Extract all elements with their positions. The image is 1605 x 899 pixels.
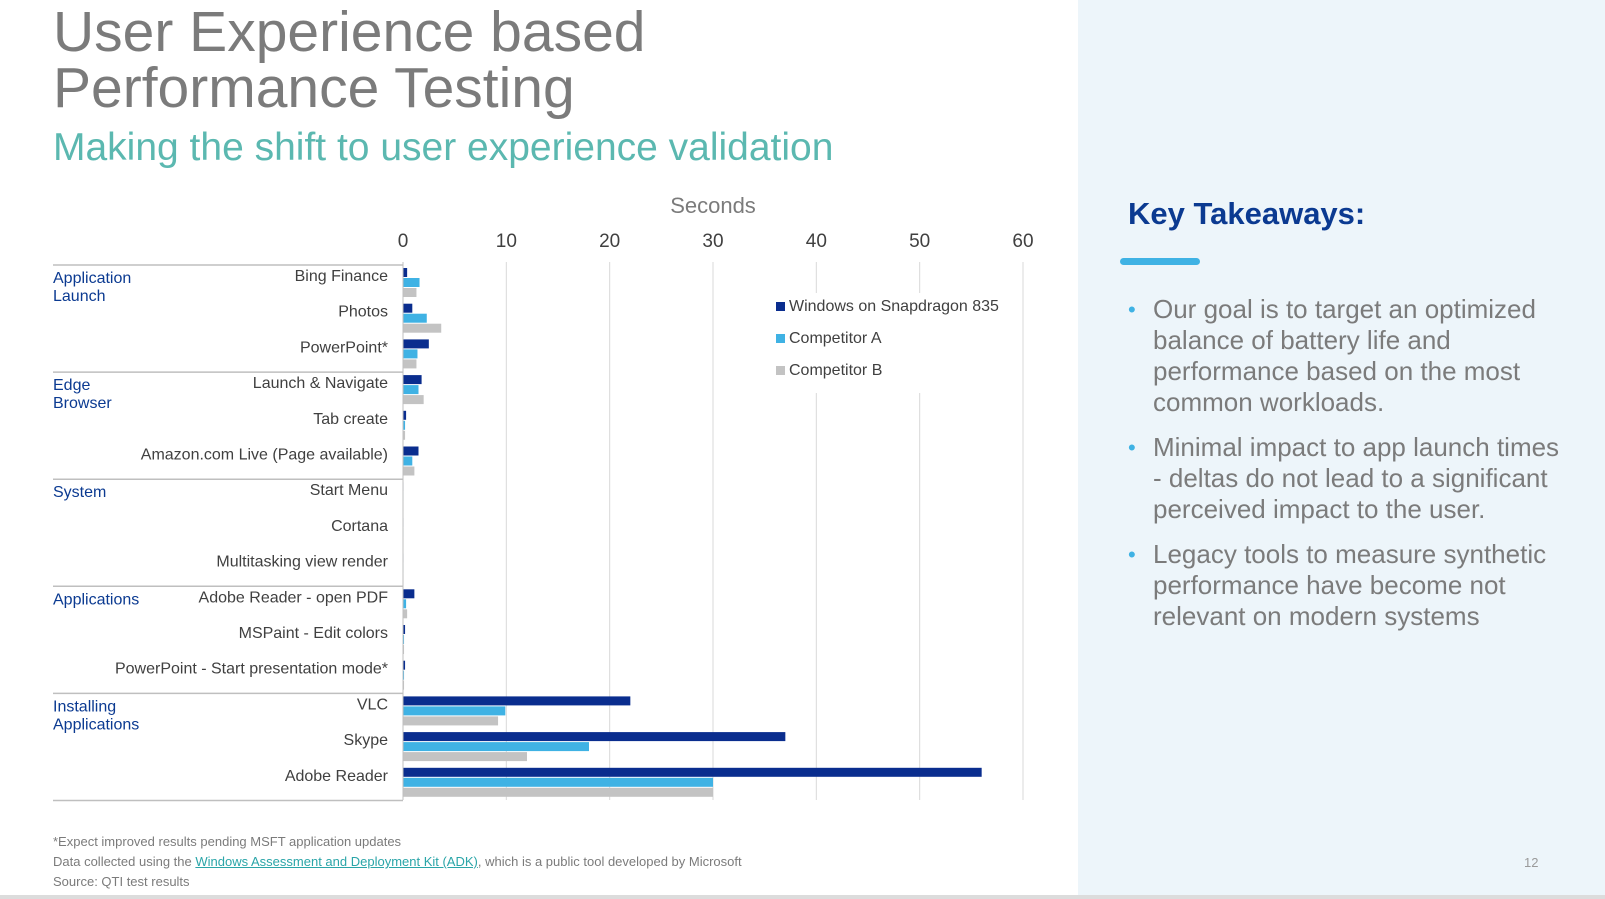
category-label: Adobe Reader [285, 768, 389, 785]
bar [403, 446, 419, 456]
bar [403, 635, 405, 644]
bar [403, 323, 442, 333]
group-label: Applications [53, 591, 139, 608]
footnotes: *Expect improved results pending MSFT ap… [53, 832, 742, 892]
group-label: Edge Browser [53, 377, 112, 412]
category-label: Bing Finance [295, 268, 388, 285]
bullet-icon: • [1128, 435, 1136, 460]
footnote-prefix: Data collected using the [53, 854, 196, 869]
x-tick-label: 20 [599, 231, 620, 252]
category-label: MSPaint - Edit colors [239, 625, 388, 642]
bar [403, 466, 415, 476]
takeaway-item: • Minimal impact to app launch times - de… [1128, 432, 1568, 525]
bullet-icon: • [1128, 542, 1136, 567]
x-tick-label: 50 [909, 231, 930, 252]
category-label: PowerPoint* [300, 339, 388, 356]
takeaways-panel [1078, 0, 1605, 899]
bar [403, 680, 405, 690]
bottom-divider [0, 895, 1605, 899]
legend-swatch [776, 366, 785, 375]
bar [403, 375, 422, 385]
category-label: Tab create [313, 411, 388, 428]
bar [403, 777, 713, 787]
axis-title: Seconds [670, 193, 756, 218]
category-label: VLC [357, 696, 388, 713]
bar [403, 303, 413, 313]
footnote-line3: Source: QTI test results [53, 874, 190, 889]
takeaway-item: • Our goal is to target an optimized bala… [1128, 294, 1568, 418]
category-label: PowerPoint - Start presentation mode* [115, 661, 388, 678]
bar [403, 742, 589, 752]
legend-swatch [776, 334, 785, 343]
bar [403, 359, 417, 369]
bullet-icon: • [1128, 297, 1136, 322]
bar [403, 706, 506, 716]
bar [403, 599, 407, 609]
group-label: Application Launch [53, 270, 131, 305]
group-label: Installing Applications [53, 698, 139, 733]
bar [403, 410, 407, 420]
adk-link[interactable]: Windows Assessment and Deployment Kit (A… [195, 854, 478, 869]
bar [403, 716, 499, 726]
takeaway-text: Our goal is to target an optimized balan… [1153, 294, 1536, 417]
footnote-suffix: , which is a public tool developed by Mi… [477, 854, 742, 869]
x-tick-label: 0 [398, 231, 409, 252]
category-label: Photos [338, 304, 388, 321]
bar [403, 752, 527, 762]
category-label: Cortana [331, 518, 388, 535]
takeaway-item: • Legacy tools to measure synthetic perfo… [1128, 539, 1568, 632]
footnote-line1: *Expect improved results pending MSFT ap… [53, 834, 402, 849]
legend-label: Competitor A [789, 330, 882, 347]
category-label: Amazon.com Live (Page available) [141, 447, 388, 464]
bar [403, 609, 408, 619]
takeaway-text: Legacy tools to measure synthetic perfor… [1153, 539, 1547, 631]
legend-background [770, 293, 1020, 393]
category-label: Adobe Reader - open PDF [199, 589, 389, 606]
page-number: 12 [1524, 855, 1539, 870]
slide-subtitle: Making the shift to user experience vali… [53, 126, 834, 169]
bar [403, 288, 417, 297]
slide-title-line1: User Experience based [53, 0, 646, 64]
category-label: Start Menu [310, 482, 388, 499]
category-label: Skype [344, 732, 389, 749]
bar [403, 696, 631, 706]
bar [403, 268, 408, 277]
bar [403, 349, 418, 359]
bar [403, 787, 713, 797]
bar [403, 313, 427, 323]
group-label: System [53, 484, 106, 501]
takeaways-list: • Our goal is to target an optimized bala… [1128, 294, 1568, 646]
bar-chart: 0 10 20 30 40 50 60 Seconds Windows on Snapdrago… [53, 193, 1034, 802]
bar [403, 420, 406, 430]
legend-swatch [776, 302, 785, 311]
slide-title-line2: Performance Testing [53, 56, 575, 120]
legend-label: Windows on Snapdragon 835 [789, 298, 999, 315]
bar [403, 395, 424, 405]
bar [403, 670, 405, 680]
bar [403, 732, 786, 742]
bar [403, 767, 982, 777]
category-label: Launch & Navigate [253, 375, 388, 392]
legend-label: Competitor B [789, 362, 882, 379]
takeaway-text: Minimal impact to app launch times - del… [1153, 432, 1560, 524]
bar [403, 430, 406, 440]
bar [403, 660, 406, 670]
bar [403, 625, 406, 634]
bar [403, 385, 419, 395]
bar [403, 339, 429, 349]
slide-title: User Experience based Performance Testin… [53, 4, 646, 117]
x-tick-label: 40 [806, 231, 827, 252]
bar [403, 456, 413, 466]
x-tick-label: 10 [496, 231, 517, 252]
x-tick-label: 30 [702, 231, 723, 252]
x-tick-label: 60 [1012, 231, 1033, 252]
accent-bar [1120, 258, 1200, 265]
key-takeaways-title: Key Takeaways: [1128, 196, 1366, 231]
category-label: Multitasking view render [216, 554, 388, 571]
bar [403, 278, 420, 287]
bar [403, 645, 405, 654]
footnote-line2: Data collected using the Windows Assessm… [53, 852, 742, 872]
bar [403, 589, 415, 599]
